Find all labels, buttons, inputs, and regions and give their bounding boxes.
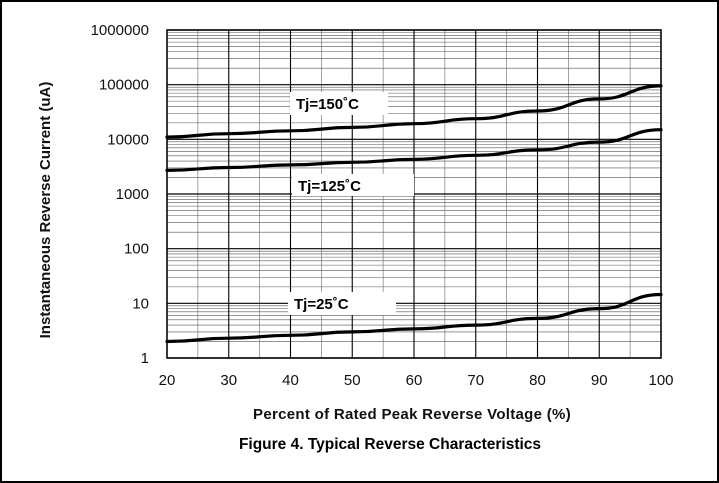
y-tick-label: 1000 <box>116 186 149 203</box>
series-lines <box>165 84 663 344</box>
y-tick-label: 100000 <box>99 77 149 94</box>
series-line-1 <box>165 84 663 139</box>
x-tick-label: 60 <box>406 372 423 389</box>
series-label: Tj=125˚C <box>298 178 361 195</box>
y-axis-label: Instantaneous Reverse Current (uA) <box>37 82 54 339</box>
series-labels: Tj=150˚C Tj=125˚C Tj=25˚C <box>288 92 414 315</box>
plot-border <box>166 29 662 359</box>
y-tick-label: 10000 <box>107 131 149 148</box>
x-tick-label: 90 <box>591 372 608 389</box>
y-tick-label: 100 <box>124 241 149 258</box>
series-label: Tj=25˚C <box>294 296 349 313</box>
x-tick-label: 20 <box>159 372 176 389</box>
x-tick-label: 30 <box>220 372 237 389</box>
x-tick-label: 70 <box>467 372 484 389</box>
y-tick-label: 1000000 <box>91 22 149 39</box>
series-label: Tj=150˚C <box>296 96 359 113</box>
series-label-bg <box>290 92 388 115</box>
series-label-bg <box>292 174 414 196</box>
x-tick-label: 100 <box>648 372 673 389</box>
y-tick-label: 10 <box>132 295 149 312</box>
series-label-bg <box>288 292 396 315</box>
figure-caption: Figure 4. Typical Reverse Characteristic… <box>239 436 541 453</box>
series-line-3 <box>165 292 663 344</box>
x-axis-label: Percent of Rated Peak Reverse Voltage (%… <box>253 406 571 423</box>
x-tick-label: 40 <box>282 372 299 389</box>
y-tick-label: 1 <box>141 350 149 367</box>
series-line-2 <box>165 128 663 172</box>
x-tick-label: 80 <box>529 372 546 389</box>
x-tick-labels: 20 30 40 50 60 70 80 90 100 <box>159 372 674 389</box>
x-tick-label: 50 <box>344 372 361 389</box>
y-tick-labels: 1 10 100 1000 10000 100000 1000000 <box>91 22 149 367</box>
